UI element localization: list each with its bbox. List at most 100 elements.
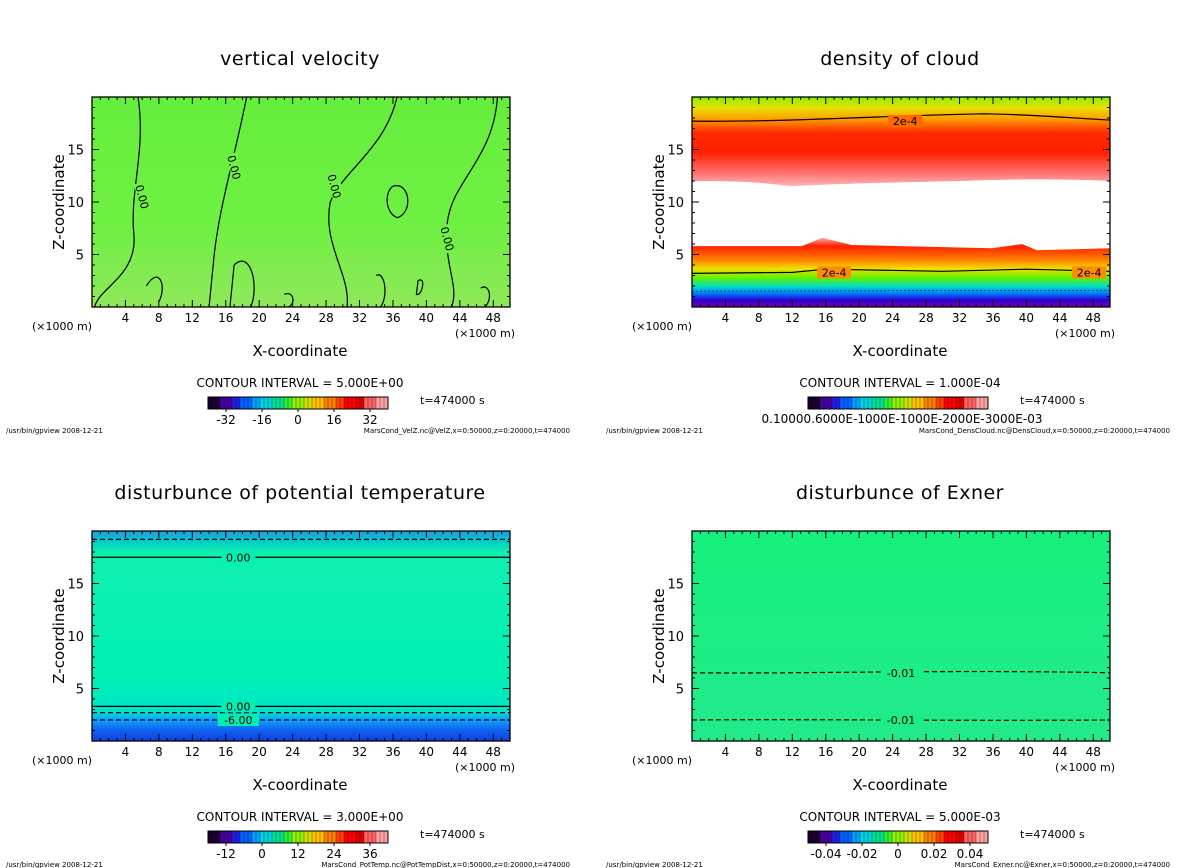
x-tick-label: 32 [352, 311, 367, 325]
x-tick-label: 4 [122, 311, 130, 325]
x-tick-label: 12 [785, 745, 800, 759]
plot-title: disturbunce of potential temperature [114, 482, 486, 504]
contour-interval: CONTOUR INTERVAL = 3.000E+00 [197, 810, 404, 824]
footer-right: MarsCond_Exner.nc@Exner,x=0:50000,z=0:20… [955, 861, 1170, 868]
x-tick-label: 48 [486, 745, 501, 759]
contour-label-1: 0.00 [132, 181, 153, 212]
x-tick-label: 48 [486, 311, 501, 325]
x-tick-label: 12 [185, 745, 200, 759]
panel-potential-temperature: disturbunce of potential temperature [0, 434, 600, 868]
lower-cloud-layer [692, 237, 1110, 307]
contour-label-bg [880, 666, 922, 679]
y-tick-label: 15 [667, 578, 684, 593]
y-axis-label: Z-coordinate [50, 154, 68, 249]
x-tick-label: 32 [352, 745, 367, 759]
colorbar-tick-label: -0.04 [810, 847, 841, 861]
contour-label-bg [133, 181, 153, 212]
field-fill [692, 531, 1110, 741]
plot-title: disturbunce of Exner [795, 482, 1004, 504]
contour-label-2: -0.01 [887, 714, 915, 727]
panel-vertical-velocity: vertical velocity [0, 0, 600, 434]
x-tick-label: 48 [1086, 311, 1101, 325]
x-unit-left: (×1000 m) [32, 320, 92, 333]
x-tick-label: 40 [419, 745, 434, 759]
contour-line-3 [328, 96, 398, 308]
x-tick-label: 24 [885, 311, 900, 325]
contour-label-bg [221, 700, 256, 713]
colorbar-tick-label: 0 [894, 847, 902, 861]
x-tick-label: 16 [818, 745, 833, 759]
colorbar-tick-label: 0 [258, 847, 266, 861]
x-tick-label: 44 [452, 311, 467, 325]
colorbar-tick-label: 0.10000.6000E-1000E-1000E-2000E-3000E-03 [762, 412, 1043, 426]
x-unit-right: (×1000 m) [1055, 761, 1115, 774]
contour-line-10 [480, 286, 491, 308]
y-tick-label: 10 [667, 196, 684, 211]
contour-label-2: 2e-4 [822, 266, 847, 279]
contour-interval: CONTOUR INTERVAL = 1.000E-04 [799, 376, 1000, 390]
contour-lines [93, 96, 499, 308]
x-unit-right: (×1000 m) [455, 761, 515, 774]
x-unit-right: (×1000 m) [1055, 327, 1115, 340]
contour-label-2: 0.00 [226, 700, 251, 713]
contour-line-8 [415, 279, 424, 296]
x-tick-label: 36 [985, 745, 1000, 759]
contour-label-text: 0.00 [437, 225, 456, 252]
x-tick-label: 32 [952, 311, 967, 325]
colorbar: -32 -16 0 16 32 [207, 396, 389, 427]
x-unit-left: (×1000 m) [632, 320, 692, 333]
x-axis-label: X-coordinate [853, 342, 948, 360]
x-tick-label: 8 [755, 745, 763, 759]
x-tick-label: 8 [155, 311, 163, 325]
contour-interval: CONTOUR INTERVAL = 5.000E-03 [799, 810, 1000, 824]
contour-label-bg [325, 170, 345, 202]
x-tick-label: 12 [185, 311, 200, 325]
field-fill [92, 97, 510, 307]
contour-label-bg [438, 223, 458, 254]
colorbar-tick-label: 24 [326, 847, 341, 861]
y-tick-label: 10 [67, 630, 84, 645]
colorbar-frame [807, 396, 989, 410]
contour-label-text: 0.00 [325, 173, 344, 200]
colorbar-tick-label: 12 [290, 847, 305, 861]
y-axis-label: Z-coordinate [50, 588, 68, 683]
x-tick-label: 16 [818, 311, 833, 325]
plot-title: vertical velocity [220, 48, 380, 70]
time-label: t=474000 s [420, 828, 485, 841]
x-axis-label: X-coordinate [253, 776, 348, 794]
y-tick-label: 5 [676, 249, 684, 264]
time-label: t=474000 s [1020, 828, 1085, 841]
y-axis-label: Z-coordinate [650, 154, 668, 249]
x-tick-label: 20 [252, 745, 267, 759]
colorbar: -12 0 12 24 36 [207, 830, 389, 861]
x-tick-label: 4 [722, 311, 730, 325]
footer-right: MarsCond_PotTemp.nc@PotTempDist,x=0:5000… [321, 861, 570, 868]
contour-line-5 [386, 185, 409, 219]
x-tick-label: 12 [785, 311, 800, 325]
x-tick-label: 44 [452, 745, 467, 759]
x-tick-label: 36 [985, 311, 1000, 325]
colorbar-tick-label: 32 [362, 413, 377, 427]
contour-label-bg [888, 115, 923, 128]
contour-label-1: -0.01 [887, 667, 915, 680]
footer-left: /usr/bin/gpview 2008-12-21 [6, 427, 103, 435]
x-tick-label: 40 [1019, 311, 1034, 325]
chart-group-4: -0.01-0.014 8 12 16 20 24 28 32 36 40 44 4851015Z-c… [606, 530, 1170, 868]
y-tick-label: 10 [67, 196, 84, 211]
contour-label-text: 0.00 [224, 154, 243, 181]
footer-right: MarsCond_DensCloud.nc@DensCloud,x=0:5000… [919, 427, 1170, 435]
y-axis-label: Z-coordinate [650, 588, 668, 683]
x-tick-label: 24 [285, 311, 300, 325]
colorbar-tick-label: -16 [252, 413, 272, 427]
contour-line-dashed [691, 289, 1111, 292]
contour-line-lower [691, 268, 1111, 274]
contour-line-1 [93, 96, 141, 308]
panel-exner: disturbunce of Exner [600, 434, 1200, 868]
x-tick-label: 8 [755, 311, 763, 325]
contour-label-3: 0.00 [325, 170, 345, 202]
y-tick-label: 5 [76, 683, 84, 698]
x-tick-label: 28 [318, 311, 333, 325]
contour-label-bg [817, 266, 852, 279]
contour-line-11 [284, 292, 294, 308]
